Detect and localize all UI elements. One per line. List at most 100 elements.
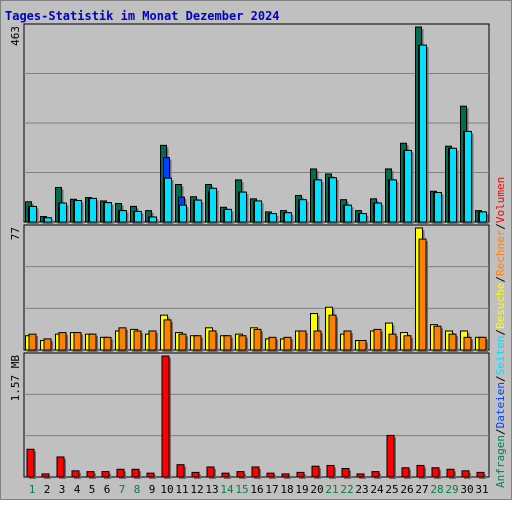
- bar-volumen-day-27: [416, 464, 425, 478]
- bar-volumen-day-13: [206, 466, 215, 478]
- bar-volumen-day-3: [56, 456, 65, 478]
- x-tick-label-day-24: 24: [370, 483, 384, 496]
- panel-requests: 463: [9, 23, 490, 224]
- legend-separator: /: [494, 329, 507, 336]
- bar-seiten-day-18: [284, 212, 292, 223]
- bar-volumen-day-9: [146, 472, 155, 478]
- bar-rechner-day-26: [403, 335, 412, 351]
- bar-volumen-day-2: [41, 473, 50, 478]
- bar-seiten-day-11: [179, 204, 187, 223]
- panel-requests-bars: [25, 26, 489, 224]
- bar-rechner-day-15: [238, 335, 247, 351]
- x-tick-label-day-22: 22: [340, 483, 353, 496]
- bar-rechner-day-11: [178, 333, 187, 351]
- bar-volumen-day-19: [296, 471, 305, 478]
- panel-volume-plot-area: [23, 352, 490, 478]
- bar-seiten-day-9: [149, 216, 157, 223]
- x-tick-label-day-16: 16: [250, 483, 263, 496]
- bar-volumen-day-23: [356, 473, 365, 478]
- chart-panels: 463 77 1.57 MB: [9, 23, 490, 479]
- bar-volumen-day-1: [26, 448, 35, 478]
- series-legend: Anfragen/Dateien/Seiten/Besuche/Rechner/…: [494, 177, 507, 488]
- bar-rechner-day-16: [253, 328, 262, 351]
- bar-seiten-day-6: [104, 202, 112, 223]
- bar-seiten-day-4: [74, 200, 82, 223]
- bar-seiten-day-27: [419, 44, 427, 223]
- bar-rechner-day-25: [388, 333, 397, 351]
- x-tick-label-day-23: 23: [355, 483, 368, 496]
- bar-seiten-day-26: [404, 149, 412, 223]
- bar-rechner-day-24: [373, 328, 382, 351]
- bar-volumen-day-7: [116, 468, 125, 478]
- x-tick-label-day-17: 17: [265, 483, 278, 496]
- bar-rechner-day-7: [118, 327, 127, 351]
- bar-volumen-day-31: [476, 471, 485, 478]
- bar-rechner-day-31: [478, 336, 487, 351]
- bar-volumen-day-6: [101, 471, 110, 478]
- x-tick-label-day-1: 1: [29, 483, 36, 496]
- x-tick-label-day-26: 26: [400, 483, 413, 496]
- bar-rechner-day-2: [43, 338, 52, 351]
- bar-volumen-day-26: [401, 467, 410, 478]
- bar-volumen-day-14: [221, 472, 230, 478]
- bar-seiten-day-13: [209, 187, 217, 223]
- bar-seiten-day-22: [344, 204, 352, 223]
- bar-seiten-day-7: [119, 210, 127, 223]
- x-tick-label-day-2: 2: [44, 483, 51, 496]
- bar-volumen-day-20: [311, 465, 320, 478]
- bar-volumen-day-16: [251, 466, 260, 478]
- x-tick-label-day-9: 9: [149, 483, 156, 496]
- bar-volumen-day-28: [431, 467, 440, 478]
- x-tick-label-day-7: 7: [119, 483, 126, 496]
- legend-entry-rechner: Rechner: [494, 229, 507, 276]
- bar-seiten-day-1: [29, 205, 37, 223]
- bar-seiten-day-20: [314, 179, 322, 223]
- x-tick-label-day-6: 6: [104, 483, 111, 496]
- x-axis-day-labels: 1 2 3 4 5 6 7 8 9 10 11 12 13 14 15 16 17 18 19 20 21 22 23 24 2…: [29, 483, 489, 496]
- x-tick-label-day-31: 31: [475, 483, 488, 496]
- bar-seiten-day-31: [479, 211, 487, 223]
- legend-entry-dateien: Dateien: [494, 382, 507, 428]
- bar-seiten-day-16: [254, 200, 262, 223]
- bar-rechner-day-1: [28, 333, 37, 351]
- bar-seiten-day-24: [374, 202, 382, 223]
- bar-rechner-day-19: [298, 330, 307, 351]
- bar-rechner-day-29: [448, 333, 457, 351]
- bar-seiten-day-2: [44, 217, 52, 223]
- bar-rechner-day-6: [103, 336, 112, 351]
- bar-volumen-day-21: [326, 464, 335, 478]
- bar-rechner-day-20: [313, 330, 322, 351]
- bar-volumen-day-11: [176, 464, 185, 478]
- bar-volumen-day-25: [386, 434, 395, 478]
- bar-volumen-day-8: [131, 468, 140, 478]
- bar-seiten-day-30: [464, 130, 472, 223]
- bar-volumen-day-30: [461, 470, 470, 478]
- bar-volumen-day-5: [86, 471, 95, 478]
- bar-volumen-day-4: [71, 470, 80, 478]
- bar-seiten-day-12: [194, 199, 202, 223]
- bar-rechner-day-9: [148, 330, 157, 351]
- bar-rechner-day-5: [88, 333, 97, 351]
- legend-separator: /: [494, 375, 507, 382]
- chart-title: Tages-Statistik im Monat Dezember 2024: [5, 9, 280, 23]
- bar-volumen-day-29: [446, 468, 455, 478]
- x-tick-label-day-21: 21: [325, 483, 338, 496]
- panel-requests-ymax-label: 463: [9, 26, 22, 46]
- bar-rechner-day-22: [343, 330, 352, 351]
- bar-volumen-day-15: [236, 471, 245, 478]
- legend-entry-volumen: Volumen: [494, 177, 507, 223]
- x-tick-label-day-28: 28: [430, 483, 443, 496]
- x-tick-label-day-15: 15: [235, 483, 248, 496]
- bar-seiten-day-25: [389, 179, 397, 223]
- x-tick-label-day-4: 4: [74, 483, 81, 496]
- bar-rechner-day-14: [223, 335, 232, 351]
- legend-separator: /: [494, 276, 507, 283]
- bar-seiten-day-28: [434, 192, 442, 223]
- panel-volume-ymax-label: 1.57 MB: [9, 355, 22, 402]
- panel-volume: 1.57 MB: [9, 352, 490, 479]
- x-tick-label-day-29: 29: [445, 483, 458, 496]
- x-tick-label-day-5: 5: [89, 483, 96, 496]
- bar-rechner-day-12: [193, 335, 202, 351]
